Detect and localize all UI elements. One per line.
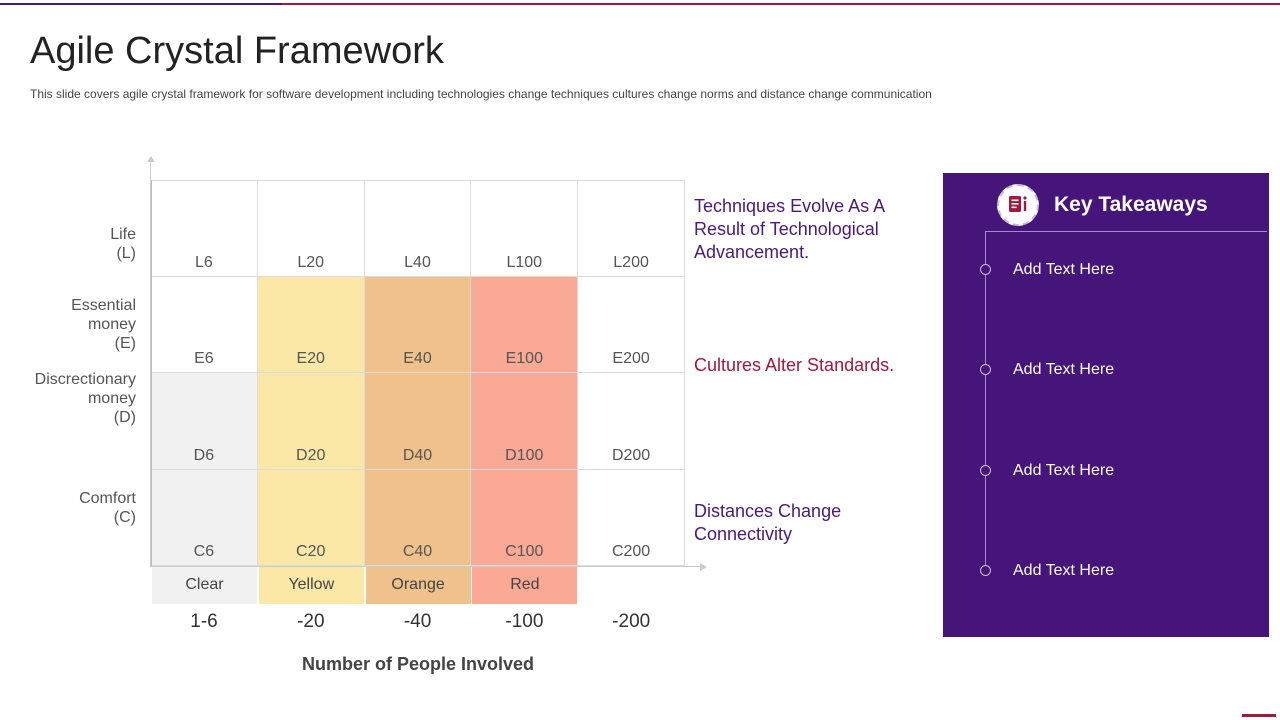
- y-axis-line: [150, 160, 151, 567]
- note-cultures: Cultures Alter Standards.: [694, 355, 895, 375]
- crystal-grid: L6 L20 L40 L100 L200 E6 E20 E40 E100 E200 D6 D20 D40…: [151, 180, 685, 566]
- row-label-line: money: [87, 316, 136, 333]
- grid-cell-label: L200: [613, 253, 649, 271]
- row-label: Comfort (C): [79, 489, 136, 527]
- grid-cell-label: D20: [296, 446, 326, 464]
- takeaway-item-1: Add Text Here: [1013, 261, 1115, 278]
- grid-cell-label: L100: [506, 253, 543, 271]
- grid-cell: C40: [364, 469, 472, 566]
- key-takeaways-panel: [943, 173, 1269, 637]
- grid-cell: D200: [578, 373, 685, 470]
- grid-cell: E6: [151, 276, 258, 373]
- grid-cell-label: L20: [297, 253, 325, 271]
- grid-cell-label: C20: [296, 543, 326, 560]
- top-accent-line-red: [282, 3, 1280, 5]
- row-label-line: Comfort: [79, 490, 136, 507]
- grid-cell-label: C100: [505, 543, 544, 560]
- top-accent-line-purple: [0, 3, 282, 5]
- document-info-icon: [997, 184, 1039, 226]
- grid-cell: C20: [257, 469, 365, 566]
- column-range-label: -100: [505, 611, 544, 632]
- row-label-line: (L): [116, 245, 136, 262]
- grid-cell-label: D200: [611, 446, 651, 464]
- grid-cell: C200: [578, 469, 685, 566]
- takeaway-item-3: Add Text Here: [1013, 462, 1115, 479]
- grid-cell: L200: [578, 180, 685, 277]
- page-title: Agile Crystal Framework: [30, 30, 444, 72]
- takeaway-bullet-icon: [980, 364, 991, 375]
- takeaway-item-4: Add Text Here: [1013, 562, 1115, 579]
- grid-cell-label: E6: [194, 350, 214, 367]
- grid-cell: D40: [364, 373, 472, 470]
- row-label: Life (L): [110, 225, 136, 263]
- note-techniques: Techniques Evolve As A Result of Technol…: [694, 196, 885, 262]
- corner-accent: [1242, 714, 1276, 717]
- row-label: Discrectionary money (D): [35, 370, 136, 427]
- row-label-line: (D): [113, 409, 136, 426]
- row-label-line: (E): [114, 335, 136, 352]
- grid-cell-label: D6: [193, 446, 215, 464]
- grid-cell: L6: [151, 180, 258, 277]
- row-label-line: money: [87, 390, 136, 407]
- grid-cell-label: L6: [195, 253, 213, 271]
- row-label-line: Essential: [71, 297, 136, 314]
- grid-cell-label: E200: [612, 350, 650, 367]
- grid-cell: E200: [578, 276, 685, 373]
- grid-cell-label: C40: [402, 543, 433, 560]
- page-subtitle: This slide covers agile crystal framewor…: [30, 87, 932, 101]
- y-axis-arrow-icon: [147, 156, 155, 162]
- grid-cell-label: E40: [403, 350, 432, 367]
- row-label-line: Life: [110, 226, 136, 243]
- grid-cell: E40: [364, 276, 472, 373]
- takeaway-item-2: Add Text Here: [1013, 361, 1115, 378]
- row-label-line: (C): [113, 509, 136, 526]
- grid-cell-label: E20: [296, 350, 325, 367]
- grid-cell: D6: [151, 373, 258, 470]
- grid-cell: L100: [471, 180, 579, 277]
- takeaway-bullet-icon: [980, 264, 991, 275]
- x-axis-arrow-icon: [700, 563, 707, 571]
- takeaways-timeline: [985, 231, 986, 572]
- column-range-label: -40: [403, 611, 432, 632]
- grid-cell: E100: [471, 276, 579, 373]
- row-label-line: Discrectionary: [34, 371, 136, 388]
- grid-cell: D20: [257, 373, 365, 470]
- x-axis-line: [151, 566, 701, 567]
- grid-cell-label: D40: [402, 446, 433, 464]
- grid-cell: C100: [471, 469, 579, 566]
- grid-cell: L40: [364, 180, 472, 277]
- grid-cell: E20: [257, 276, 365, 373]
- grid-cell: L20: [257, 180, 365, 277]
- grid-cell-label: C200: [611, 543, 651, 560]
- column-range-label: -200: [612, 611, 651, 632]
- column-color-label: Red: [472, 567, 578, 604]
- grid-cell-label: E100: [505, 350, 543, 367]
- grid-cell-label: D100: [505, 446, 544, 464]
- row-label: Essential money (E): [71, 296, 136, 353]
- takeaway-bullet-icon: [980, 465, 991, 476]
- grid-cell: C6: [151, 469, 258, 566]
- grid-cell-label: L40: [404, 253, 431, 271]
- takeaways-divider: [985, 231, 1267, 232]
- grid-cell: D100: [471, 373, 579, 470]
- key-takeaways-title: Key Takeaways: [1054, 193, 1208, 216]
- note-distances: Distances Change Connectivity: [694, 501, 842, 544]
- grid-cell-label: C6: [193, 543, 215, 560]
- column-color-label: Yellow: [258, 567, 364, 604]
- column-color-label: Orange: [365, 567, 471, 604]
- column-color-label: Clear: [152, 567, 257, 604]
- takeaway-bullet-icon: [980, 565, 991, 576]
- column-range-label: 1-6: [190, 611, 218, 632]
- x-axis-title: Number of People Involved: [301, 654, 535, 674]
- column-range-label: -20: [297, 611, 325, 632]
